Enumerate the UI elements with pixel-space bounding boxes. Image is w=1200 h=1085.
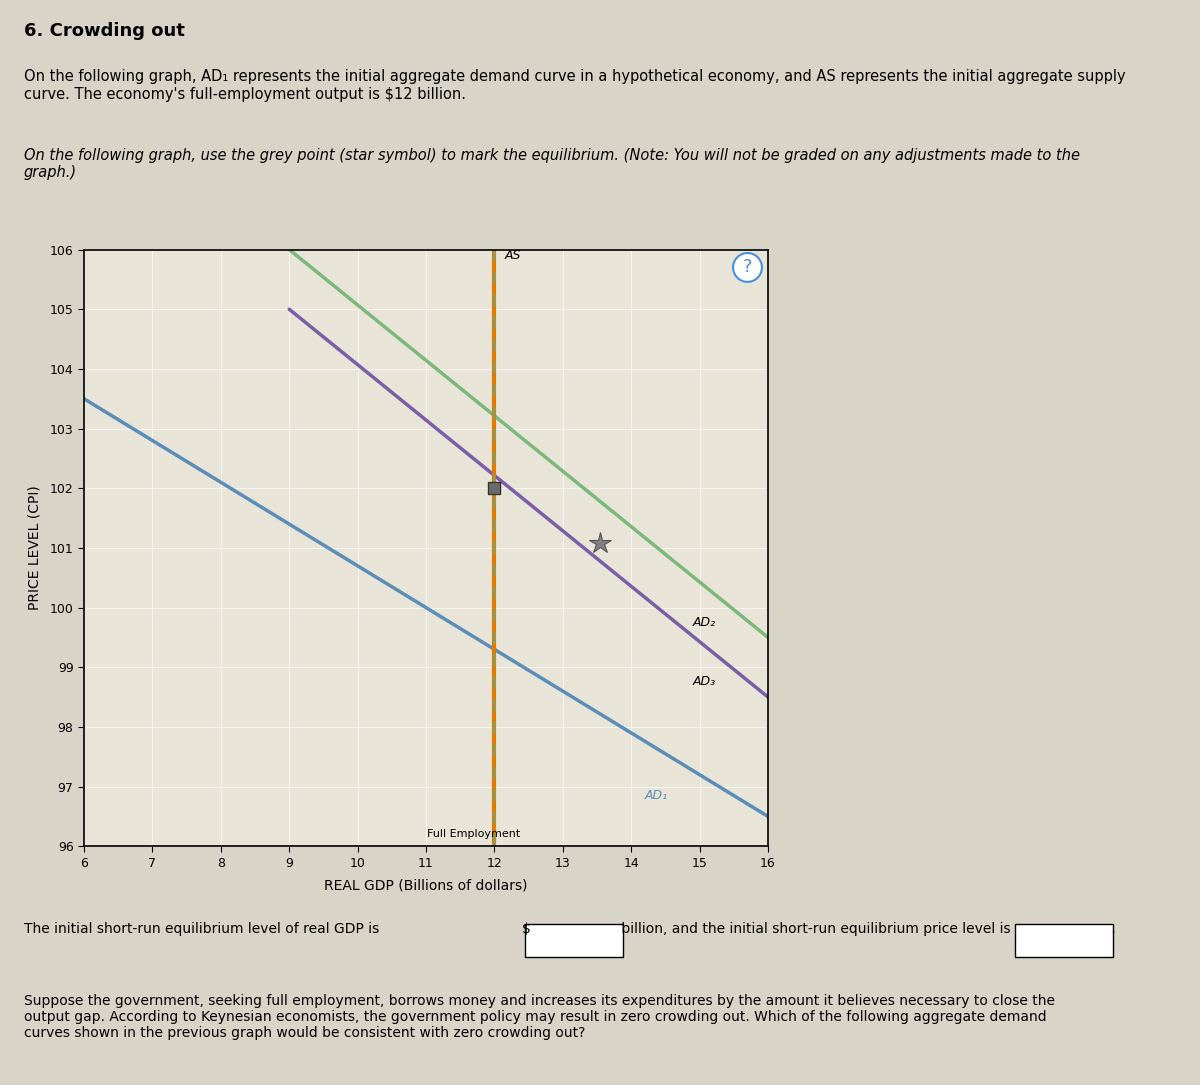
Text: .: . <box>1106 922 1116 936</box>
Text: ?: ? <box>743 258 752 277</box>
Text: $: $ <box>522 922 530 936</box>
Text: AD₂: AD₂ <box>692 615 716 628</box>
Text: On the following graph, use the grey point (star symbol) to mark the equilibrium: On the following graph, use the grey poi… <box>24 148 1080 180</box>
Text: Suppose the government, seeking full employment, borrows money and increases its: Suppose the government, seeking full emp… <box>24 994 1055 1041</box>
Text: AS: AS <box>505 248 521 261</box>
Text: The initial short-run equilibrium level of real GDP is: The initial short-run equilibrium level … <box>24 922 384 936</box>
Y-axis label: PRICE LEVEL (CPI): PRICE LEVEL (CPI) <box>28 486 41 610</box>
Text: On the following graph, AD₁ represents the initial aggregate demand curve in a h: On the following graph, AD₁ represents t… <box>24 69 1126 102</box>
Text: 6. Crowding out: 6. Crowding out <box>24 22 185 40</box>
FancyBboxPatch shape <box>526 924 623 957</box>
Text: AD₁: AD₁ <box>644 789 668 802</box>
Text: AD₃: AD₃ <box>692 675 716 688</box>
FancyBboxPatch shape <box>1015 924 1112 957</box>
X-axis label: REAL GDP (Billions of dollars): REAL GDP (Billions of dollars) <box>324 878 528 892</box>
Text: billion, and the initial short-run equilibrium price level is: billion, and the initial short-run equil… <box>617 922 1015 936</box>
Text: Full Employment: Full Employment <box>427 829 521 839</box>
